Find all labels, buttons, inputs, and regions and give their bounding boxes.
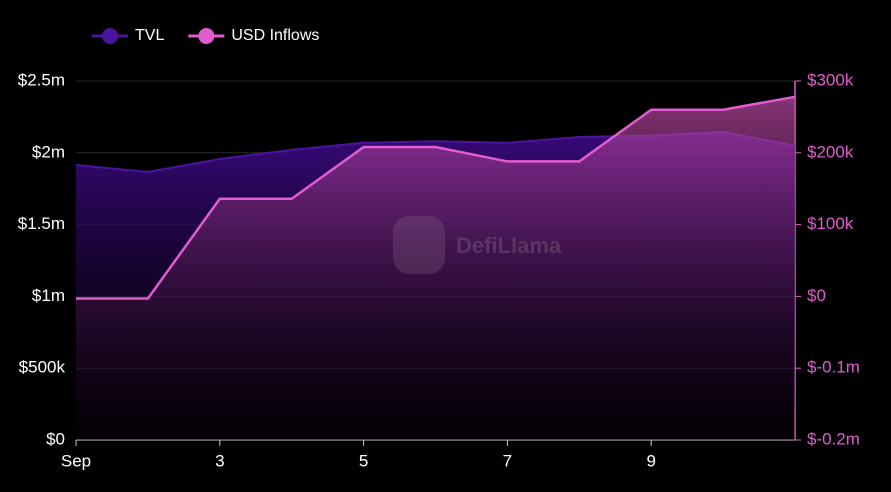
y-tick-label: $0 (46, 429, 65, 448)
legend-label: USD Inflows (231, 27, 319, 44)
x-tick-label: 7 (503, 451, 512, 470)
y2-tick-label: $-0.1m (807, 358, 860, 377)
y2-tick-label: $100k (807, 214, 854, 233)
x-tick-label: 9 (646, 451, 655, 470)
watermark-logo (393, 216, 445, 274)
legend-label: TVL (135, 27, 164, 44)
x-tick-label: 5 (359, 451, 368, 470)
legend-marker (102, 28, 118, 44)
series-line (76, 95, 796, 300)
y-tick-label: $1m (32, 286, 65, 305)
y-tick-label: $2m (32, 142, 65, 161)
watermark-text: DefiLlama (456, 233, 562, 258)
y-tick-label: $500k (19, 358, 66, 377)
x-tick-label: 3 (215, 451, 224, 470)
y2-tick-label: $-0.2m (807, 429, 860, 448)
legend-item: TVL (92, 27, 164, 44)
legend-marker (198, 28, 215, 44)
series-area (76, 96, 795, 441)
y2-tick-label: $200k (807, 142, 854, 161)
y2-tick-label: $300k (807, 70, 854, 89)
y-tick-label: $1.5m (18, 214, 65, 233)
y2-tick-label: $0 (807, 286, 826, 305)
legend-item: USD Inflows (188, 27, 319, 44)
y-tick-label: $2.5m (18, 70, 65, 89)
x-tick-label: Sep (61, 451, 91, 470)
watermark: DefiLlama (393, 216, 562, 274)
